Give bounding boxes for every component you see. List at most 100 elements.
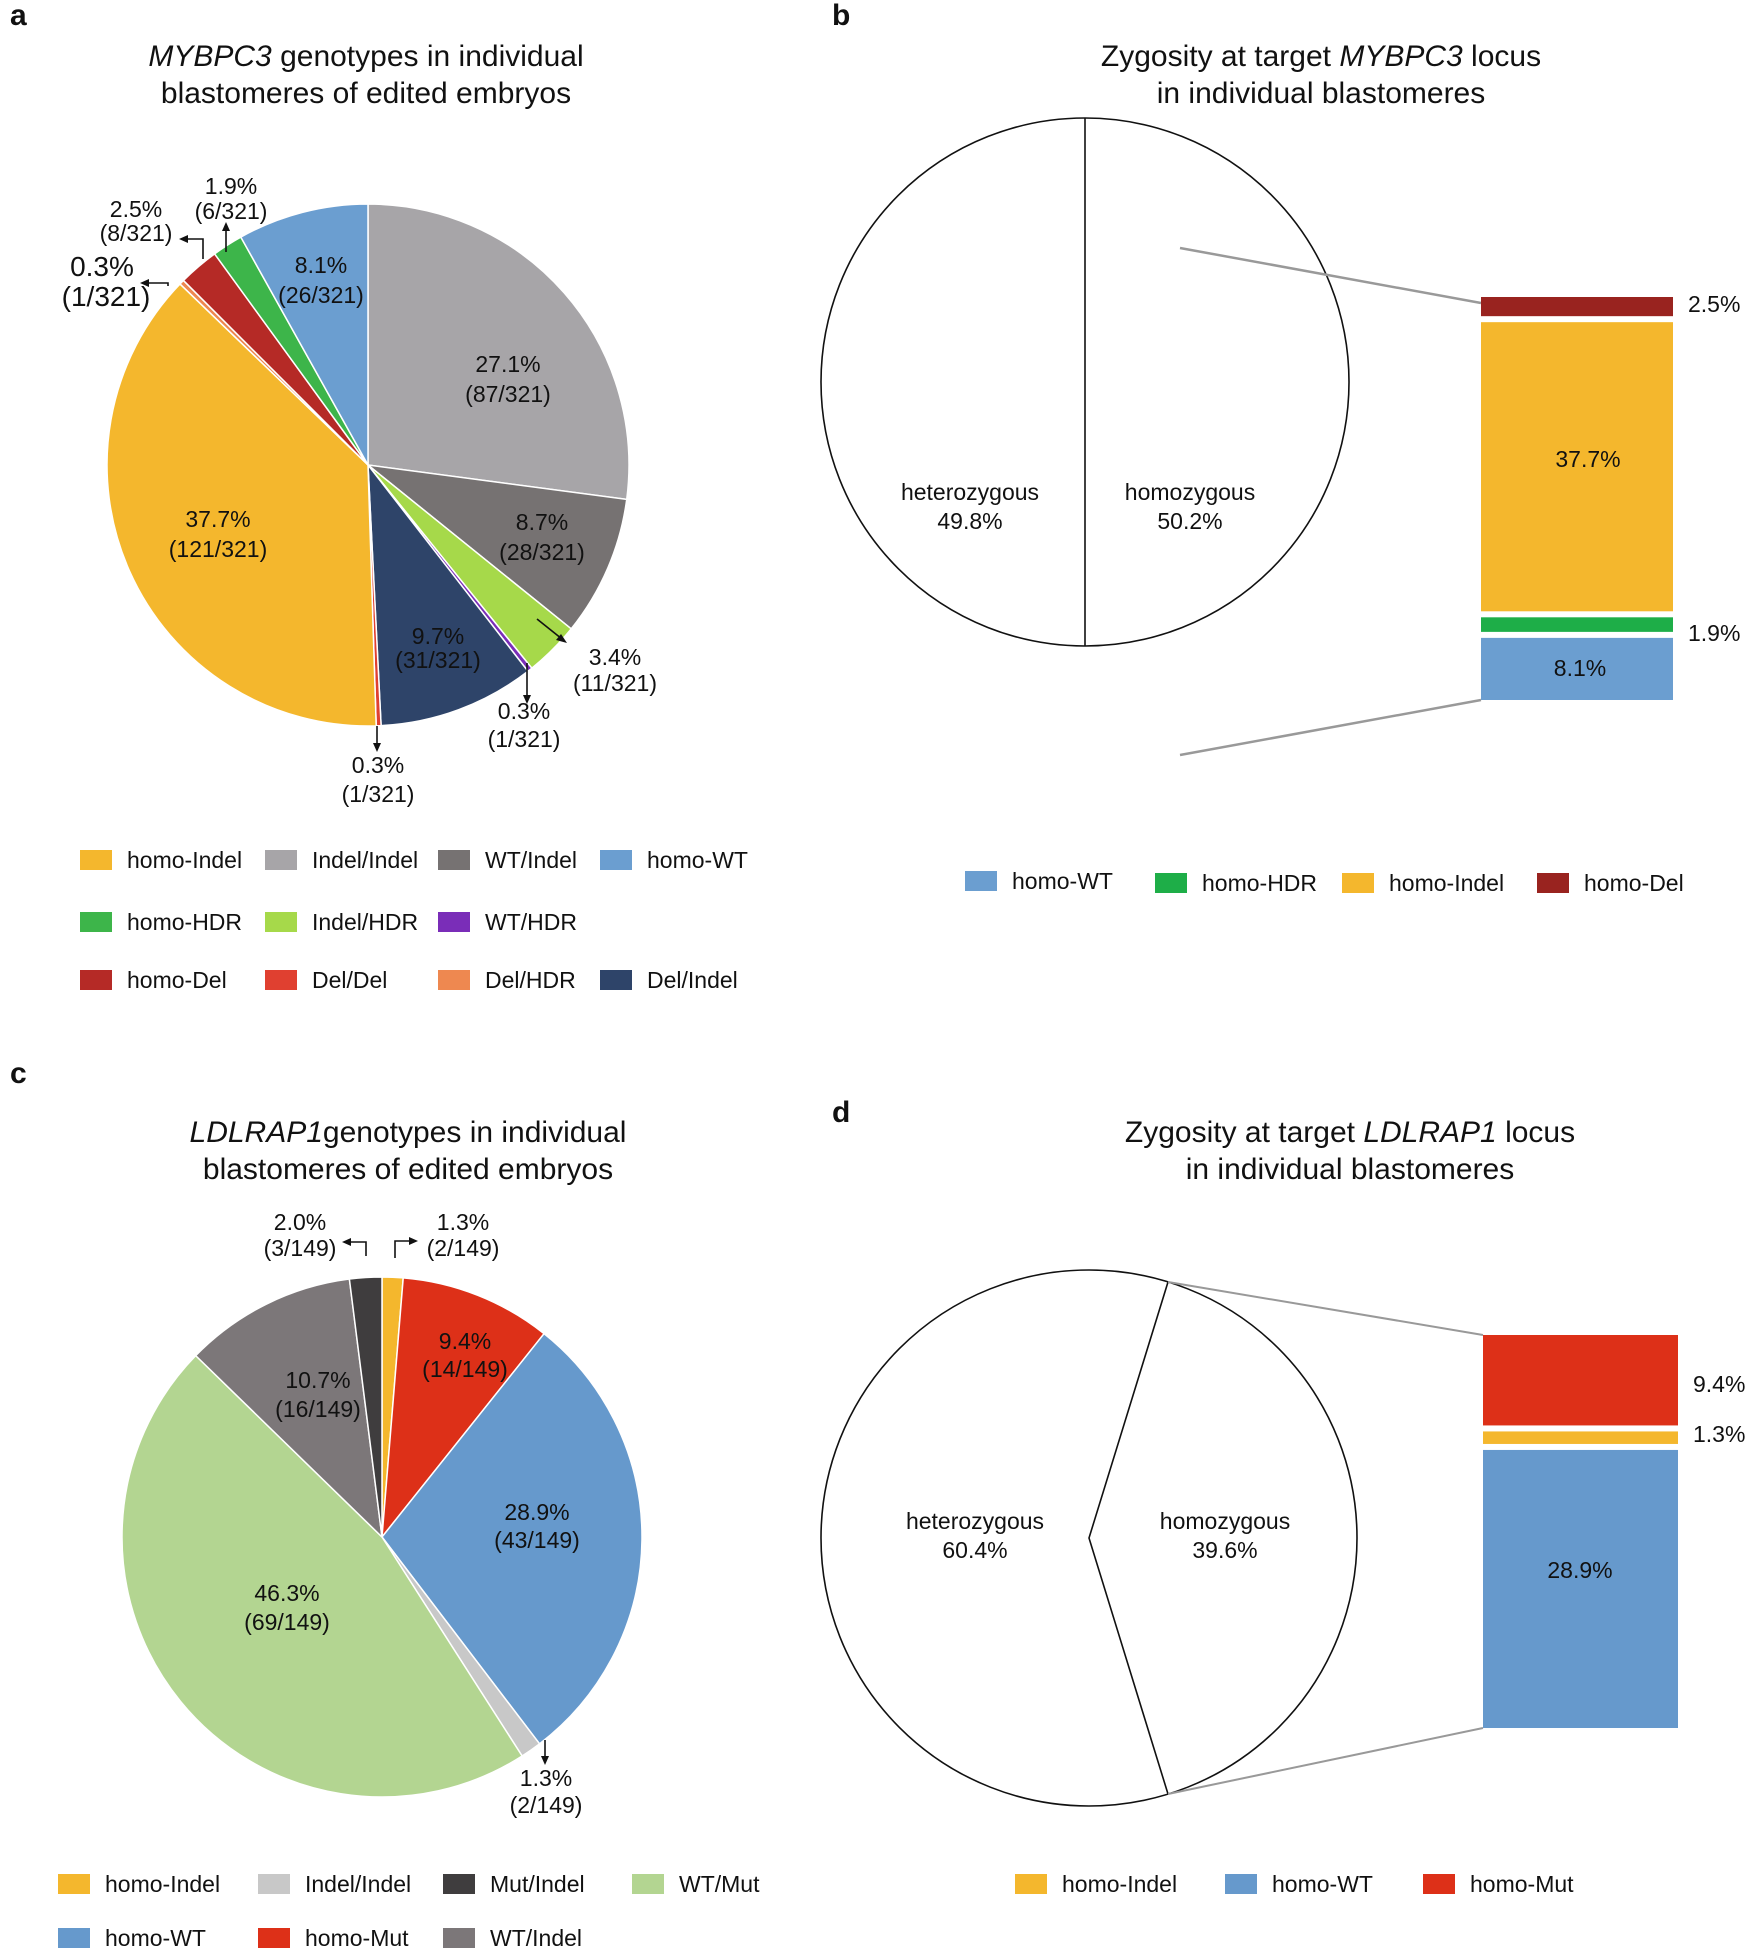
arrowhead-c-indel-indel	[541, 1756, 549, 1765]
pie-a-slice-wt-indel	[365, 463, 628, 630]
stack-b-seg-homo-hdr	[1481, 617, 1673, 632]
arrowhead-a-del-hdr	[140, 279, 149, 287]
arrowhead-a-indel-hdr	[556, 634, 567, 643]
stack-d	[1483, 1335, 1678, 1728]
label-a-del-indel-pct: 9.7%	[412, 623, 464, 649]
stack-d-homo-indel-outer-label: 1.3%	[1693, 1421, 1745, 1447]
stack-d-homo-wt-label: 28.9%	[1547, 1557, 1612, 1583]
legend-d-label-homo-indel: homo-Indel	[1062, 1871, 1177, 1897]
legend-a-label-del-indel: Del/Indel	[647, 967, 738, 993]
pie-a-slice-homo-wt	[239, 203, 369, 468]
stack-d-seg-homo-mut	[1483, 1335, 1678, 1426]
legend-a-swatch-homo-del	[80, 970, 112, 990]
legend-c-label-wt-mut: WT/Mut	[679, 1871, 760, 1897]
pie-d-homo-name: homozygous	[1160, 1508, 1290, 1534]
pie-c-arrowheads	[342, 1237, 549, 1765]
legend-a-label-del-del: Del/Del	[312, 967, 387, 993]
connector-d-bottom	[1167, 1727, 1484, 1795]
pie-c-slice-wt-indel	[194, 1278, 384, 1540]
legend-b-label-homo-del: homo-Del	[1584, 870, 1684, 896]
legend-b-swatch-homo-wt	[965, 871, 997, 891]
legend-d-label-homo-wt: homo-WT	[1272, 1871, 1373, 1897]
legend-d-label-homo-mut: homo-Mut	[1470, 1871, 1574, 1897]
panel-c: c LDLRAP1genotypes in individual blastom…	[10, 1057, 760, 1951]
pie-c-slice-homo-mut	[381, 1277, 546, 1540]
label-a-indel-indel-frac: (87/321)	[465, 381, 551, 407]
legend-b-label-homo-hdr: homo-HDR	[1202, 870, 1317, 896]
connector-b-bottom	[1179, 698, 1482, 757]
label-a-homo-indel-frac: (121/321)	[169, 536, 267, 562]
legend-c-swatch-indel-indel	[258, 1874, 290, 1894]
label-a-del-indel-frac: (31/321)	[395, 647, 481, 673]
panel-letter-b: b	[832, 0, 850, 32]
label-c-mut-indel-frac: (3/149)	[264, 1235, 337, 1261]
legend-c-label-mut-indel: Mut/Indel	[490, 1871, 585, 1897]
legend-c-label-indel-indel: Indel/Indel	[305, 1871, 411, 1897]
legend-c-label-homo-indel: homo-Indel	[105, 1871, 220, 1897]
label-a-wt-hdr-pct: 0.3%	[498, 698, 550, 724]
legend-a-label-wt-hdr: WT/HDR	[485, 909, 577, 935]
legend-c-label-wt-indel: WT/Indel	[490, 1925, 582, 1951]
pie-b-homo-value: 50.2%	[1157, 508, 1222, 534]
panel-letter-d: d	[832, 1096, 850, 1129]
stack-b-homo-hdr-outer-label: 1.9%	[1688, 620, 1740, 646]
arrowhead-a-homo-del	[179, 235, 188, 243]
label-c-homo-indel-pct: 1.3%	[437, 1209, 489, 1235]
stack-d-homo-mut-outer-label: 9.4%	[1693, 1371, 1745, 1397]
label-a-indel-indel-pct: 27.1%	[475, 351, 540, 377]
label-a-homo-del-frac: (8/321)	[100, 220, 173, 246]
legend-a-label-homo-del: homo-Del	[127, 967, 227, 993]
label-c-homo-indel-frac: (2/149)	[427, 1235, 500, 1261]
legend-a: homo-Indel Indel/Indel WT/Indel homo-WT homo…	[80, 847, 748, 993]
stack-b-seg-homo-del	[1481, 297, 1673, 317]
panel-c-title-line1: LDLRAP1genotypes in individual	[190, 1116, 627, 1149]
legend-c-swatch-homo-mut	[258, 1928, 290, 1948]
panel-letter-a: a	[10, 0, 27, 32]
arrow-a-indel-hdr	[536, 618, 563, 640]
panel-a-title-line1: MYBPC3 genotypes in individual	[148, 40, 583, 73]
panel-a-title-line2: blastomeres of edited embryos	[161, 77, 571, 110]
label-a-homo-wt-pct: 8.1%	[295, 252, 347, 278]
stack-b-seg-homo-wt	[1481, 637, 1673, 700]
pie-c-slices	[121, 1276, 643, 1798]
stack-d-seg-homo-indel	[1483, 1431, 1678, 1444]
legend-a-swatch-homo-wt	[600, 850, 632, 870]
arrow-a-del-hdr	[145, 282, 169, 286]
panel-b-title-line1: Zygosity at target MYBPC3 locus	[1101, 40, 1541, 73]
label-c-homo-wt-frac: (43/149)	[494, 1527, 580, 1553]
legend-c-swatch-wt-indel	[443, 1928, 475, 1948]
stack-b-homo-del-outer-label: 2.5%	[1688, 291, 1740, 317]
label-a-wt-indel-pct: 8.7%	[516, 509, 568, 535]
label-c-indel-indel-pct: 1.3%	[520, 1765, 572, 1791]
legend-a-swatch-del-del	[265, 970, 297, 990]
arrowhead-c-homo-indel	[409, 1237, 418, 1245]
legend-a-label-homo-indel: homo-Indel	[127, 847, 242, 873]
panel-b-title-line2: in individual blastomeres	[1157, 77, 1486, 110]
label-c-mut-indel-pct: 2.0%	[274, 1209, 326, 1235]
arrow-a-homo-del	[184, 238, 204, 259]
panel-d-title-line1: Zygosity at target LDLRAP1 locus	[1125, 1116, 1575, 1149]
pie-d-homo-value: 39.6%	[1192, 1537, 1257, 1563]
pie-c-slice-wt-mut	[121, 1354, 524, 1798]
label-a-del-hdr-pct: 0.3%	[70, 251, 134, 282]
panel-a: a MYBPC3 genotypes in individual blastom…	[10, 0, 748, 993]
legend-a-swatch-indel-indel	[265, 850, 297, 870]
label-a-homo-del-pct: 2.5%	[110, 196, 162, 222]
legend-c-swatch-homo-wt	[58, 1928, 90, 1948]
legend-a-swatch-wt-hdr	[438, 912, 470, 932]
legend-b-swatch-homo-indel	[1342, 873, 1374, 893]
pie-c-slice-mut-indel	[348, 1276, 383, 1538]
legend-c: homo-Indel Indel/Indel Mut/Indel WT/Mut homo…	[58, 1871, 760, 1951]
pie-d-hetero-name: heterozygous	[906, 1508, 1044, 1534]
label-c-wt-indel-pct: 10.7%	[285, 1367, 350, 1393]
arrowhead-c-mut-indel	[342, 1238, 351, 1246]
label-a-homo-indel-pct: 37.7%	[185, 506, 250, 532]
arrow-c-homo-indel	[394, 1240, 412, 1258]
pie-d-wedge-edges	[1088, 1281, 1169, 1795]
arrowhead-a-wt-hdr	[523, 695, 531, 704]
connector-b-top	[1179, 246, 1482, 305]
arrowhead-a-homo-hdr	[222, 222, 230, 231]
pie-c-leader-lines	[347, 1240, 546, 1759]
label-c-homo-mut-pct: 9.4%	[439, 1328, 491, 1354]
